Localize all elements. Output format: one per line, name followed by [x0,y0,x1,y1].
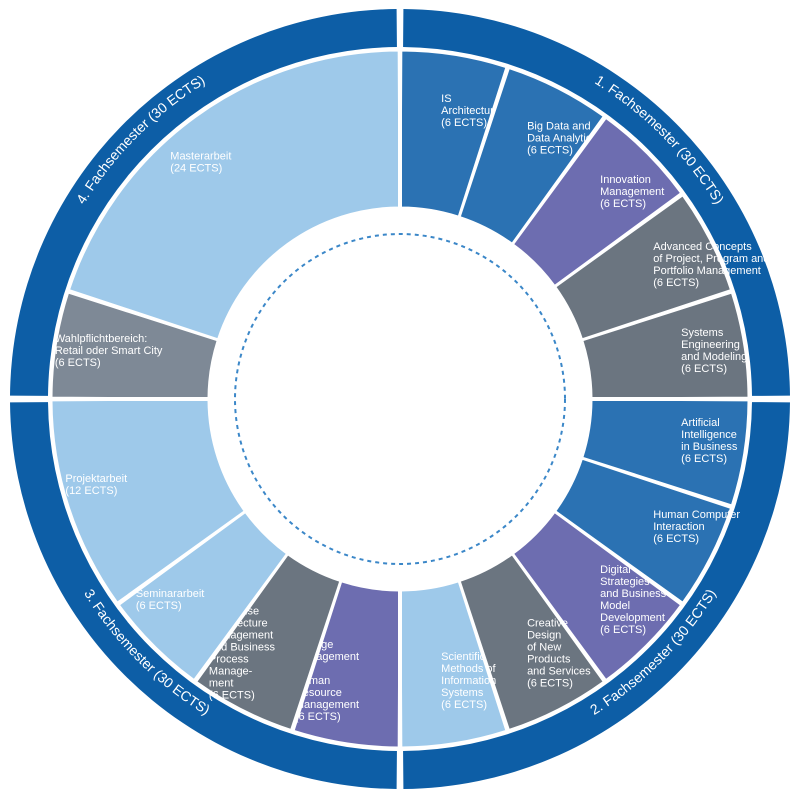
module-label: Masterarbeit(24 ECTS) [170,150,231,174]
inner-dashed-circle [235,234,565,564]
module-wedge [70,51,399,339]
curriculum-wheel: 1. Fachsemester (30 ECTS)2. Fachsemester… [0,0,800,798]
